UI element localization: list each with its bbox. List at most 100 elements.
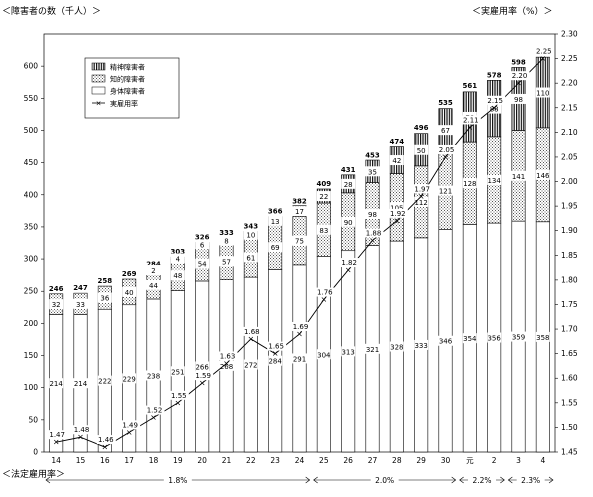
legal-rate-arrow-left [313, 476, 318, 484]
right-tick-label: 1.55 [561, 398, 578, 407]
x-tick-label: 16 [100, 456, 110, 465]
rate-label: 1.47 [49, 431, 65, 439]
total-label: 247 [73, 284, 88, 292]
rate-label: 1.49 [122, 421, 138, 429]
x-axis-ticks: 14 15 16 17 18 19 20 21 22 23 24 25 26 27 28 29 30 元 2 3 4 [51, 456, 545, 465]
rate-marker: × [418, 192, 425, 201]
rate-label-bg [510, 71, 530, 81]
intellectual-label-bg [535, 169, 550, 180]
total-label: 578 [487, 71, 502, 79]
rate-label-bg [96, 435, 116, 445]
legal-rate-arrow-right [305, 476, 311, 484]
physical-label-bg [195, 361, 210, 372]
x-tick-label: 27 [368, 456, 378, 465]
x-tick-label: 25 [319, 456, 329, 465]
mental-label-bg [195, 239, 210, 250]
intellectual-label-bg [511, 170, 526, 181]
intellectual-label: 75 [295, 238, 304, 246]
right-tick-label: 2.30 [561, 30, 578, 39]
total-label: 326 [195, 233, 210, 241]
total-label: 303 [171, 248, 186, 256]
rate-marker: × [272, 349, 279, 358]
x-tick-label: 22 [246, 456, 256, 465]
intellectual-label: 40 [125, 289, 134, 297]
legal-rate-label: 2.0% [375, 476, 394, 485]
intellectual-label: 121 [439, 188, 452, 196]
mental-label: 10 [246, 232, 255, 240]
left-tick-label: 150 [24, 351, 39, 360]
left-axis-ticks: 0 50 100 150 200 250 300 350 400 450 500 550 600 [24, 62, 44, 457]
right-tick-label: 1.80 [561, 275, 578, 284]
physical-label-bg [365, 343, 380, 354]
legend-label-intellectual: 知的障害者 [110, 75, 145, 84]
mental-label: 2 [151, 267, 155, 275]
rate-label-bg [218, 351, 238, 361]
right-tick-label: 1.75 [561, 300, 578, 309]
right-tick-label: 1.85 [561, 251, 578, 260]
right-tick-label: 1.70 [561, 325, 578, 334]
legend-swatch-mental [91, 62, 106, 71]
mental-label: 8 [224, 237, 228, 245]
physical-label-bg [535, 331, 550, 342]
intellectual-label-bg [73, 298, 88, 309]
mental-label: 28 [344, 181, 353, 189]
physical-label: 251 [171, 368, 184, 376]
left-tick-label: 200 [24, 319, 39, 328]
rate-label-bg [388, 208, 408, 218]
legal-rate-arrow-right [451, 476, 457, 484]
physical-label-bg [49, 378, 64, 389]
physical-label-bg [316, 349, 331, 360]
rate-marker: × [345, 266, 352, 275]
mental-label: 98 [514, 96, 523, 104]
intellectual-label-bg [195, 258, 210, 269]
physical-label: 358 [536, 334, 549, 342]
left-tick-label: 400 [24, 190, 39, 199]
intellectual-label: 128 [463, 180, 476, 188]
rate-marker: × [515, 79, 522, 88]
physical-label: 272 [244, 362, 257, 370]
intellectual-label-bg [438, 185, 453, 196]
rate-marker: × [150, 413, 157, 422]
physical-label: 321 [366, 346, 379, 354]
mental-label: 42 [392, 157, 401, 165]
x-tick-label: 15 [76, 456, 86, 465]
total-label: 598 [511, 58, 526, 66]
physical-label-bg [462, 333, 477, 344]
rate-label: 2.15 [487, 97, 503, 105]
rate-label-bg [291, 321, 311, 331]
rate-marker: × [247, 334, 254, 343]
rate-label: 1.97 [414, 185, 430, 193]
legal-rate-label-bg [163, 474, 192, 485]
rate-marker: × [491, 103, 498, 112]
intellectual-label-bg [462, 178, 477, 189]
rate-label-bg [145, 405, 165, 415]
intellectual-label-bg [170, 270, 185, 281]
mental-label-bg [389, 155, 404, 166]
mental-label: 110 [536, 90, 549, 98]
mental-label-bg [511, 93, 526, 104]
right-tick-label: 2.05 [561, 152, 578, 161]
rate-marker: × [466, 123, 473, 132]
x-tick-label: 4 [540, 456, 545, 465]
total-label: 496 [414, 124, 429, 132]
right-tick-label: 1.90 [561, 226, 578, 235]
right-tick-label: 2.00 [561, 177, 578, 186]
physical-label-bg [219, 360, 234, 371]
rate-marker: × [320, 295, 327, 304]
physical-label-bg [438, 335, 453, 346]
rate-label-bg [486, 95, 506, 105]
left-tick-label: 250 [24, 287, 39, 296]
rate-label: 1.76 [317, 289, 333, 297]
left-tick-label: 300 [24, 255, 39, 264]
legal-rate-arrow-left [45, 476, 51, 484]
physical-label-bg [243, 359, 258, 370]
legal-rate-label-bg [468, 474, 496, 485]
physical-label-bg [170, 366, 185, 377]
rate-marker: × [126, 428, 133, 437]
intellectual-label-bg [389, 202, 404, 213]
total-label: 382 [292, 197, 307, 205]
rate-marker: × [199, 379, 206, 388]
intellectual-label: 36 [100, 295, 109, 303]
intellectual-label: 134 [487, 177, 501, 185]
legal-rate-label-bg [370, 474, 399, 485]
